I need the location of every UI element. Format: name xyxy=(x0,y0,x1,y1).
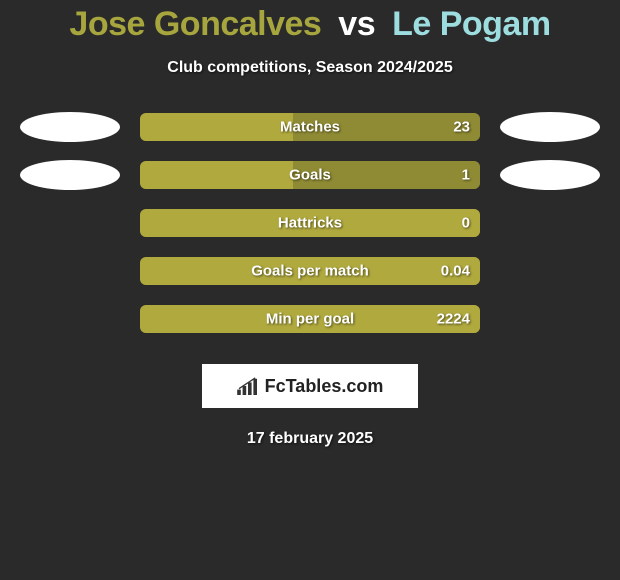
stat-row: Hattricks 0 xyxy=(0,208,620,238)
stat-label: Hattricks xyxy=(278,215,342,232)
stat-value: 1 xyxy=(462,167,470,184)
left-ellipse xyxy=(20,112,120,142)
comparison-card: Jose Goncalves vs Le Pogam Club competit… xyxy=(0,0,620,448)
stat-bar: Goals 1 xyxy=(140,161,480,189)
stat-value: 23 xyxy=(453,119,470,136)
vs-text: vs xyxy=(338,5,375,43)
stat-label: Matches xyxy=(280,119,340,136)
stat-bar: Min per goal 2224 xyxy=(140,305,480,333)
bar-left-fill xyxy=(140,161,293,189)
date: 17 february 2025 xyxy=(0,430,620,448)
stat-label: Goals per match xyxy=(251,263,369,280)
player2-name: Le Pogam xyxy=(392,5,550,43)
stat-value: 2224 xyxy=(437,311,470,328)
stat-row: Min per goal 2224 xyxy=(0,304,620,334)
stat-value: 0.04 xyxy=(441,263,470,280)
stats-rows: Matches 23 Goals 1 Hattricks 0 Goals per match… xyxy=(0,112,620,334)
branding-badge[interactable]: FcTables.com xyxy=(202,364,418,408)
player1-name: Jose Goncalves xyxy=(69,5,321,43)
bar-left-fill xyxy=(140,113,293,141)
stat-bar: Hattricks 0 xyxy=(140,209,480,237)
title: Jose Goncalves vs Le Pogam xyxy=(0,5,620,44)
right-ellipse xyxy=(500,112,600,142)
subtitle: Club competitions, Season 2024/2025 xyxy=(0,59,620,77)
stat-bar: Goals per match 0.04 xyxy=(140,257,480,285)
stat-label: Goals xyxy=(289,167,331,184)
left-ellipse xyxy=(20,160,120,190)
barchart-icon xyxy=(237,377,259,395)
stat-bar: Matches 23 xyxy=(140,113,480,141)
stat-value: 0 xyxy=(462,215,470,232)
right-ellipse xyxy=(500,160,600,190)
stat-label: Min per goal xyxy=(266,311,354,328)
branding-text: FcTables.com xyxy=(265,376,384,397)
stat-row: Matches 23 xyxy=(0,112,620,142)
stat-row: Goals per match 0.04 xyxy=(0,256,620,286)
stat-row: Goals 1 xyxy=(0,160,620,190)
